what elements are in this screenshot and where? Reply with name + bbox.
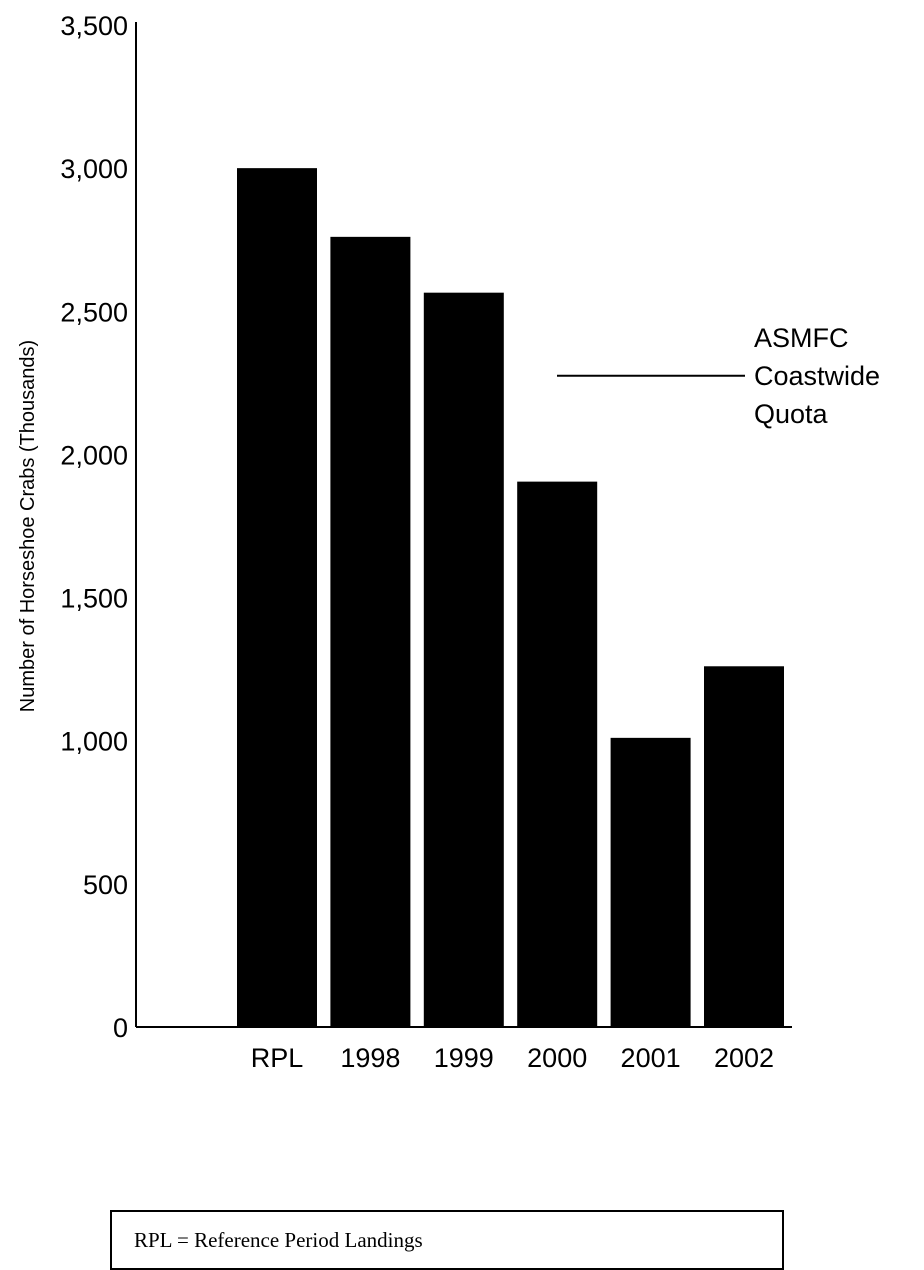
bar-1998 xyxy=(330,236,411,1027)
footnote-box: RPL = Reference Period Landings xyxy=(110,1210,784,1270)
y-tick-label: 3,000 xyxy=(60,154,128,184)
category-label: 2000 xyxy=(527,1043,587,1073)
y-tick-label: 0 xyxy=(113,1013,128,1043)
y-tick-label: 2,500 xyxy=(60,297,128,327)
y-tick-label: 500 xyxy=(83,870,128,900)
bar-1999 xyxy=(423,292,504,1028)
quota-annotation-line3: Quota xyxy=(754,399,829,429)
bar-RPL xyxy=(237,168,317,1028)
y-tick-labels: 0 500 1,000 1,500 2,000 2,500 3,000 3,500 xyxy=(60,11,128,1043)
bars xyxy=(237,168,784,1028)
footnote-text: RPL = Reference Period Landings xyxy=(134,1228,423,1252)
quota-annotation-line2: Coastwide xyxy=(754,361,880,391)
y-tick-label: 2,000 xyxy=(60,440,128,470)
category-label: 1998 xyxy=(340,1043,400,1073)
bar-2000 xyxy=(517,481,598,1027)
category-label: 1999 xyxy=(434,1043,494,1073)
category-label: RPL xyxy=(251,1043,304,1073)
quota-annotation-line1: ASMFC xyxy=(754,323,849,353)
bar-chart: 0 500 1,000 1,500 2,000 2,500 3,000 3,500 RPL 19… xyxy=(17,11,880,1073)
category-labels: RPL 1998 1999 2000 2001 2002 xyxy=(251,1043,774,1073)
y-axis-title: Number of Horseshoe Crabs (Thousands) xyxy=(17,340,39,712)
bar-2002 xyxy=(704,666,784,1027)
y-tick-label: 1,500 xyxy=(60,584,128,614)
category-label: 2002 xyxy=(714,1043,774,1073)
y-tick-label: 1,000 xyxy=(60,727,128,757)
category-label: 2001 xyxy=(621,1043,681,1073)
y-tick-label: 3,500 xyxy=(60,11,128,41)
bar-2001 xyxy=(610,737,691,1027)
